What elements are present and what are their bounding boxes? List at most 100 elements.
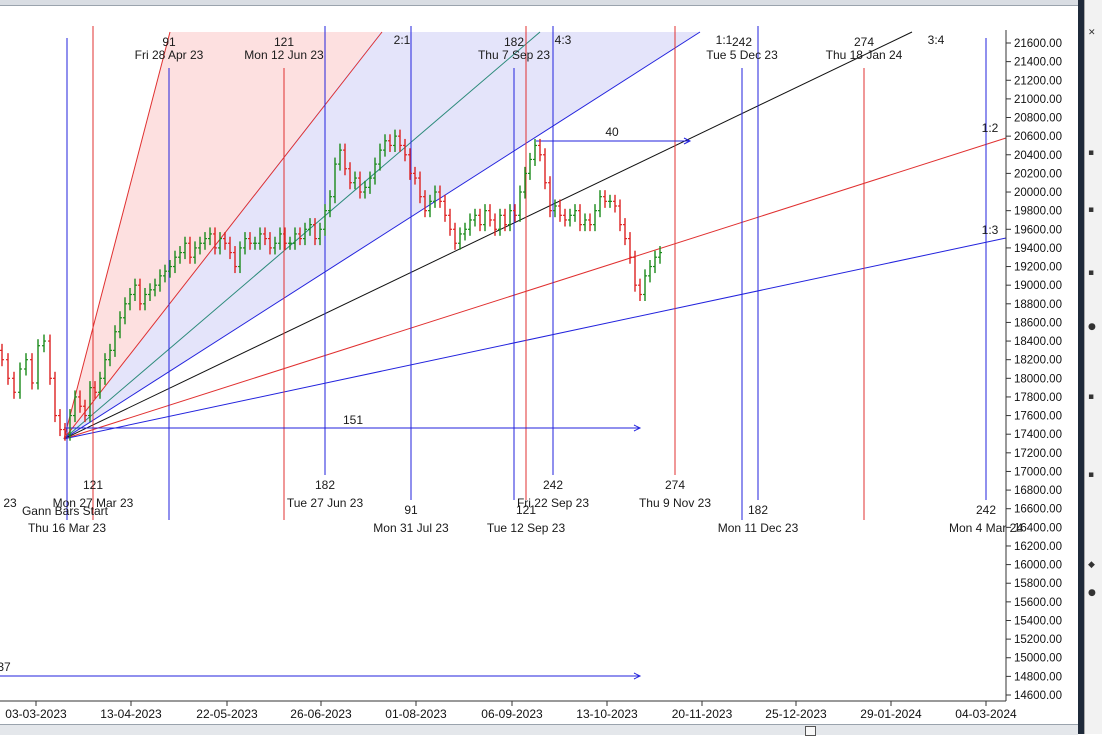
y-tick-label: 16000.00 <box>1014 560 1062 572</box>
gann-fan-line <box>63 31 541 440</box>
y-tick-label: 18400.00 <box>1014 336 1062 348</box>
tool-icon[interactable]: ● <box>1088 322 1096 332</box>
y-tick-label: 18200.00 <box>1014 355 1062 367</box>
range-label-40: 40 <box>605 125 619 139</box>
cycle-count-label: 274 <box>665 478 685 492</box>
range-arrow-151-head <box>633 424 642 432</box>
cycle-count-label: 182 <box>315 478 335 492</box>
y-tick-label: 18000.00 <box>1014 373 1062 385</box>
scrollbar-thumb[interactable] <box>805 726 816 736</box>
y-tick-label: 17000.00 <box>1014 466 1062 478</box>
cycle-date-label: Fri 22 Sep 23 <box>517 496 589 510</box>
horizontal-scrollbar[interactable] <box>0 724 1078 736</box>
tool-icon[interactable]: ▪ <box>1088 392 1095 402</box>
gann-fan-line <box>63 31 913 440</box>
y-tick-label: 19800.00 <box>1014 206 1062 218</box>
cycle-count-label: 182 <box>748 503 768 517</box>
cycle-date-label: Fri 28 Apr 23 <box>135 48 204 62</box>
window-top-border <box>0 0 1078 6</box>
cycle-count-label: 121 <box>516 503 536 517</box>
range-label-37: 37 <box>0 660 11 674</box>
y-tick-label: 15800.00 <box>1014 578 1062 590</box>
fan-ratio-label: 2:1 <box>394 33 411 47</box>
cycle-date-label: Mon 4 Mar 24 <box>949 521 1023 535</box>
y-tick-label: 16800.00 <box>1014 485 1062 497</box>
x-tick-label: 04-03-2024 <box>955 707 1017 721</box>
y-tick-label: 16600.00 <box>1014 504 1062 516</box>
cycle-count-label: 182 <box>504 35 524 49</box>
tool-icon[interactable]: ● <box>1088 588 1096 598</box>
gann-fan-line <box>63 31 171 439</box>
x-tick-label: 03-03-2023 <box>5 707 67 721</box>
y-tick-label: 20800.00 <box>1014 113 1062 125</box>
gann-chart[interactable]: 21600.00 21400.00 21200.00 21000.00 20800.00… <box>0 0 1078 724</box>
cycle-count-label: 121 <box>274 35 294 49</box>
cycle-count-label: 242 <box>976 503 996 517</box>
y-tick-label: 18800.00 <box>1014 299 1062 311</box>
fan-ratio-label: 4:3 <box>555 33 572 47</box>
tool-icon[interactable]: ▪ <box>1088 148 1095 158</box>
y-tick-label: 19000.00 <box>1014 280 1062 292</box>
cycle-count-label: 242 <box>543 478 563 492</box>
y-tick-label: 17200.00 <box>1014 448 1062 460</box>
close-icon[interactable]: ✕ <box>1088 28 1096 38</box>
x-tick-label: 20-11-2023 <box>672 707 733 721</box>
y-tick-label: 21200.00 <box>1014 75 1062 87</box>
y-tick-label: 21000.00 <box>1014 94 1062 106</box>
x-tick-label: 29-01-2024 <box>860 707 922 721</box>
range-arrow-40-head <box>683 137 692 145</box>
x-tick-label: 26-06-2023 <box>290 707 352 721</box>
cycle-date-label: Mon 27 Mar 23 <box>53 496 134 510</box>
fan-ratio-label: 1:1 <box>716 33 733 47</box>
gann-start-date: Thu 16 Mar 23 <box>28 521 106 535</box>
cycle-count-label: 242 <box>732 35 752 49</box>
y-tick-label: 14800.00 <box>1014 671 1062 683</box>
y-tick-label: 18600.00 <box>1014 317 1062 329</box>
y-tick-label: 17400.00 <box>1014 429 1062 441</box>
tool-icon[interactable]: ▪ <box>1088 205 1095 215</box>
cycle-date-label: Tue 27 Jun 23 <box>287 496 364 510</box>
cycle-count-label: 23 <box>3 496 17 510</box>
x-tick-label: 06-09-2023 <box>481 707 543 721</box>
y-tick-label: 19400.00 <box>1014 243 1062 255</box>
y-tick-label: 20400.00 <box>1014 150 1062 162</box>
cycle-date-label: Mon 11 Dec 23 <box>718 521 799 535</box>
tool-icon[interactable]: ▪ <box>1088 268 1095 278</box>
gann-fan-line <box>63 31 701 440</box>
y-tick-label: 20200.00 <box>1014 168 1062 180</box>
y-tick-label: 16400.00 <box>1014 522 1062 534</box>
range-arrow-37-head <box>633 672 642 680</box>
y-tick-label: 21600.00 <box>1014 38 1062 50</box>
cycle-date-label: Thu 9 Nov 23 <box>639 496 711 510</box>
cycle-date-label: Mon 12 Jun 23 <box>244 48 324 62</box>
cycle-date-label: Thu 7 Sep 23 <box>478 48 550 62</box>
tool-icon[interactable]: ▪ <box>1088 470 1095 480</box>
y-tick-label: 19200.00 <box>1014 262 1062 274</box>
gann-start-label: Gann Bars Start <box>22 504 109 518</box>
x-tick-label: 25-12-2023 <box>765 707 827 721</box>
x-tick-label: 22-05-2023 <box>196 707 258 721</box>
y-tick-label: 17800.00 <box>1014 392 1062 404</box>
right-toolbar-strip <box>1084 0 1102 734</box>
gann-fan-line <box>63 31 383 440</box>
gann-fan-line <box>63 137 1007 440</box>
y-tick-label: 15400.00 <box>1014 615 1062 627</box>
y-tick-label: 15600.00 <box>1014 597 1062 609</box>
cycle-count-label: 274 <box>854 35 874 49</box>
y-tick-label: 20600.00 <box>1014 131 1062 143</box>
y-tick-label: 15200.00 <box>1014 634 1062 646</box>
y-tick-label: 19600.00 <box>1014 224 1062 236</box>
cycle-date-label: Mon 31 Jul 23 <box>373 521 449 535</box>
cycle-date-label: Tue 5 Dec 23 <box>706 48 778 62</box>
gann-fan-line <box>63 237 1007 440</box>
cycle-date-label: Thu 18 Jan 24 <box>826 48 903 62</box>
tool-icon[interactable]: ◆ <box>1088 560 1095 570</box>
range-label-151: 151 <box>343 413 363 427</box>
fan-ratio-label: 1:2 <box>982 121 999 135</box>
right-toolbar: ✕ ▪ ▪ ▪ ● ▪ ▪ ◆ ● <box>1078 0 1102 734</box>
cycle-date-label: Tue 12 Sep 23 <box>487 521 566 535</box>
y-tick-label: 15000.00 <box>1014 653 1062 665</box>
y-tick-label: 16200.00 <box>1014 541 1062 553</box>
y-tick-label: 14600.00 <box>1014 690 1062 702</box>
